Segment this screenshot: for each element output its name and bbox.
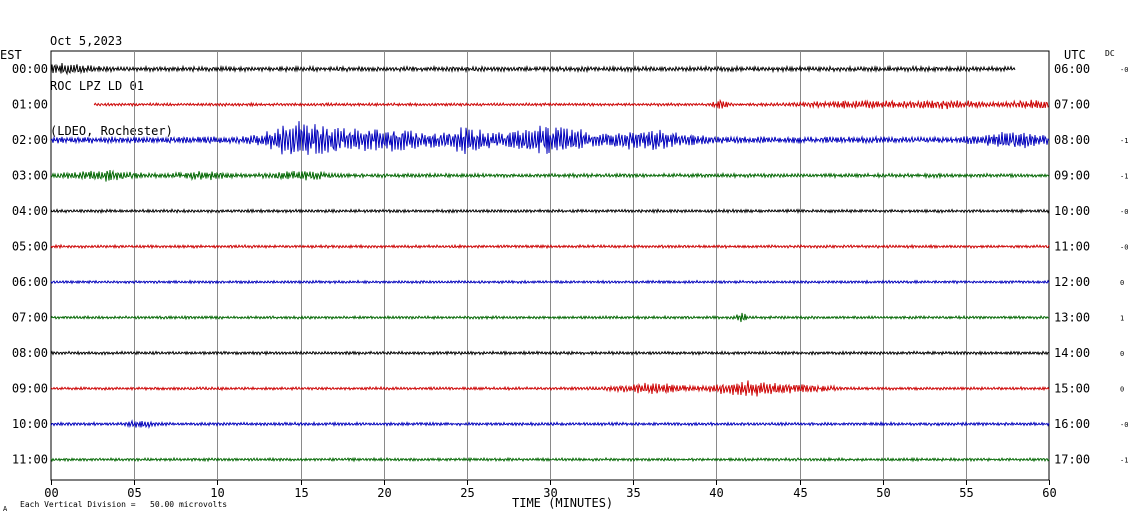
seismogram-traces: [50, 62, 1050, 463]
x-tick-label: 20: [377, 486, 391, 500]
x-tick-label: 40: [709, 486, 723, 500]
dc-offset-label: 1: [1120, 315, 1124, 323]
est-time-label: 04:00: [12, 204, 48, 218]
x-axis-title: TIME (MINUTES): [512, 496, 614, 510]
helicorder-header: Oct 5,2023 ROC LPZ LD 01 (LDEO, Rocheste…: [50, 4, 173, 154]
utc-time-label: 17:00: [1054, 453, 1090, 467]
seismogram-trace: [50, 312, 1050, 323]
est-time-label: 08:00: [12, 346, 48, 360]
dc-offset-label: -0: [1120, 244, 1128, 252]
seismogram-trace: [50, 419, 1050, 429]
x-tick-label: 45: [793, 486, 807, 500]
x-tick-label: 30: [543, 486, 557, 500]
dc-offset-label: -0: [1120, 421, 1128, 429]
seismogram-trace: [50, 62, 1016, 76]
seismogram-trace: [50, 169, 1050, 182]
est-time-label: 03:00: [12, 169, 48, 183]
x-tick-label: 60: [1042, 486, 1056, 500]
est-time-label: 00:00: [12, 62, 48, 76]
seismogram-trace: [50, 121, 1050, 155]
date-label: Oct 5,2023: [50, 34, 123, 48]
utc-time-label: 08:00: [1054, 133, 1090, 147]
dc-offset-label: 0: [1120, 279, 1124, 287]
x-tick-label: 05: [127, 486, 141, 500]
x-tick-label: 00: [44, 486, 58, 500]
dc-offset-label: -0: [1120, 208, 1128, 216]
seismogram-trace: [50, 208, 1050, 215]
dc-offset-label: 0: [1120, 386, 1124, 394]
utc-zone-label: UTC: [1064, 48, 1086, 62]
utc-time-label: 13:00: [1054, 311, 1090, 325]
utc-time-label: 07:00: [1054, 98, 1090, 112]
utc-time-label: 06:00: [1054, 62, 1090, 76]
dc-offset-label: -1: [1120, 173, 1128, 181]
utc-time-label: 16:00: [1054, 417, 1090, 431]
seismogram-trace: [50, 456, 1050, 463]
dc-offset-label: -1: [1120, 457, 1128, 465]
est-time-label: 06:00: [12, 275, 48, 289]
dc-offset-label: -1: [1120, 137, 1128, 145]
x-tick-label: 55: [959, 486, 973, 500]
est-time-label: 01:00: [12, 98, 48, 112]
utc-time-label: 11:00: [1054, 240, 1090, 254]
corner-mark: A: [3, 505, 8, 513]
network-label: (LDEO, Rochester): [50, 124, 173, 138]
est-time-label: 11:00: [12, 453, 48, 467]
seismogram-trace: [93, 98, 1049, 110]
dc-offset-label: -0: [1120, 66, 1128, 74]
dc-label: DC: [1105, 49, 1115, 58]
est-time-label: 07:00: [12, 311, 48, 325]
scale-note: Each Vertical Division = 50.00 microvolt…: [20, 500, 228, 509]
est-zone-label: EST: [0, 48, 22, 62]
seismogram-trace: [50, 279, 1050, 285]
x-tick-label: 15: [294, 486, 308, 500]
utc-time-label: 09:00: [1054, 169, 1090, 183]
est-time-label: 05:00: [12, 240, 48, 254]
seismogram-trace: [50, 380, 1050, 397]
est-time-label: 02:00: [12, 133, 48, 147]
utc-time-label: 10:00: [1054, 204, 1090, 218]
x-tick-label: 50: [876, 486, 890, 500]
seismogram-trace: [50, 350, 1050, 357]
grid-lines: [50, 50, 1050, 485]
seismogram-trace: [50, 243, 1050, 250]
est-time-label: 09:00: [12, 382, 48, 396]
utc-time-label: 15:00: [1054, 382, 1090, 396]
utc-time-label: 14:00: [1054, 346, 1090, 360]
station-label: ROC LPZ LD 01: [50, 79, 144, 93]
x-tick-label: 10: [210, 486, 224, 500]
est-time-label: 10:00: [12, 417, 48, 431]
x-tick-label: 25: [460, 486, 474, 500]
utc-time-label: 12:00: [1054, 275, 1090, 289]
dc-offset-label: 0: [1120, 350, 1124, 358]
x-tick-label: 35: [626, 486, 640, 500]
